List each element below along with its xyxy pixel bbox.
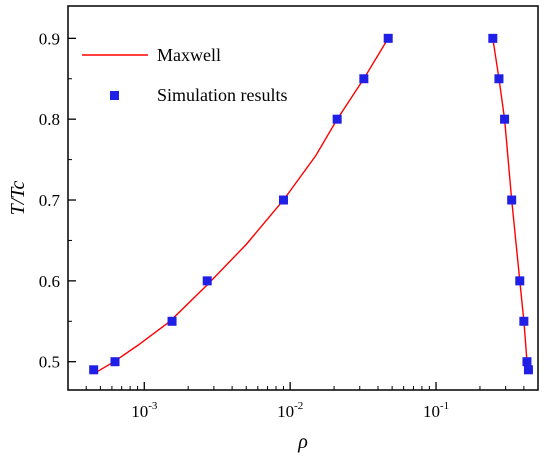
legend-label-maxwell: Maxwell — [157, 45, 221, 65]
series-line-maxwell — [93, 37, 389, 375]
x-tick-label: 10-1 — [423, 400, 449, 421]
data-point-square — [332, 114, 342, 124]
plot-frame — [67, 5, 539, 391]
series-line-maxwell — [492, 38, 530, 374]
data-point-square — [515, 276, 525, 286]
y-axis-label: T/Tc — [7, 180, 29, 215]
data-point-square — [202, 276, 212, 286]
data-point-square — [523, 365, 533, 375]
data-point-square — [522, 357, 532, 367]
data-point-square — [167, 316, 177, 326]
y-tick-label: 0.5 — [39, 353, 60, 372]
data-point-square — [500, 114, 510, 124]
y-tick-label: 0.8 — [39, 110, 60, 129]
data-point-square — [383, 33, 393, 43]
data-point-square — [519, 316, 529, 326]
data-point-square — [494, 74, 504, 84]
x-tick-label: 10-3 — [131, 400, 158, 421]
y-tick-label: 0.6 — [39, 272, 60, 291]
x-axis-label: ρ — [297, 431, 308, 453]
data-point-square — [110, 357, 120, 367]
data-point-square — [89, 365, 99, 375]
data-point-square — [488, 33, 498, 43]
y-tick-label: 0.7 — [39, 191, 61, 210]
legend-square-symbol — [110, 91, 119, 100]
x-tick-label: 10-2 — [277, 400, 303, 421]
data-point-square — [507, 195, 517, 205]
y-tick-label: 0.9 — [39, 29, 60, 48]
legend-label-simulation: Simulation results — [157, 85, 288, 105]
data-point-square — [359, 74, 369, 84]
data-point-square — [278, 195, 288, 205]
